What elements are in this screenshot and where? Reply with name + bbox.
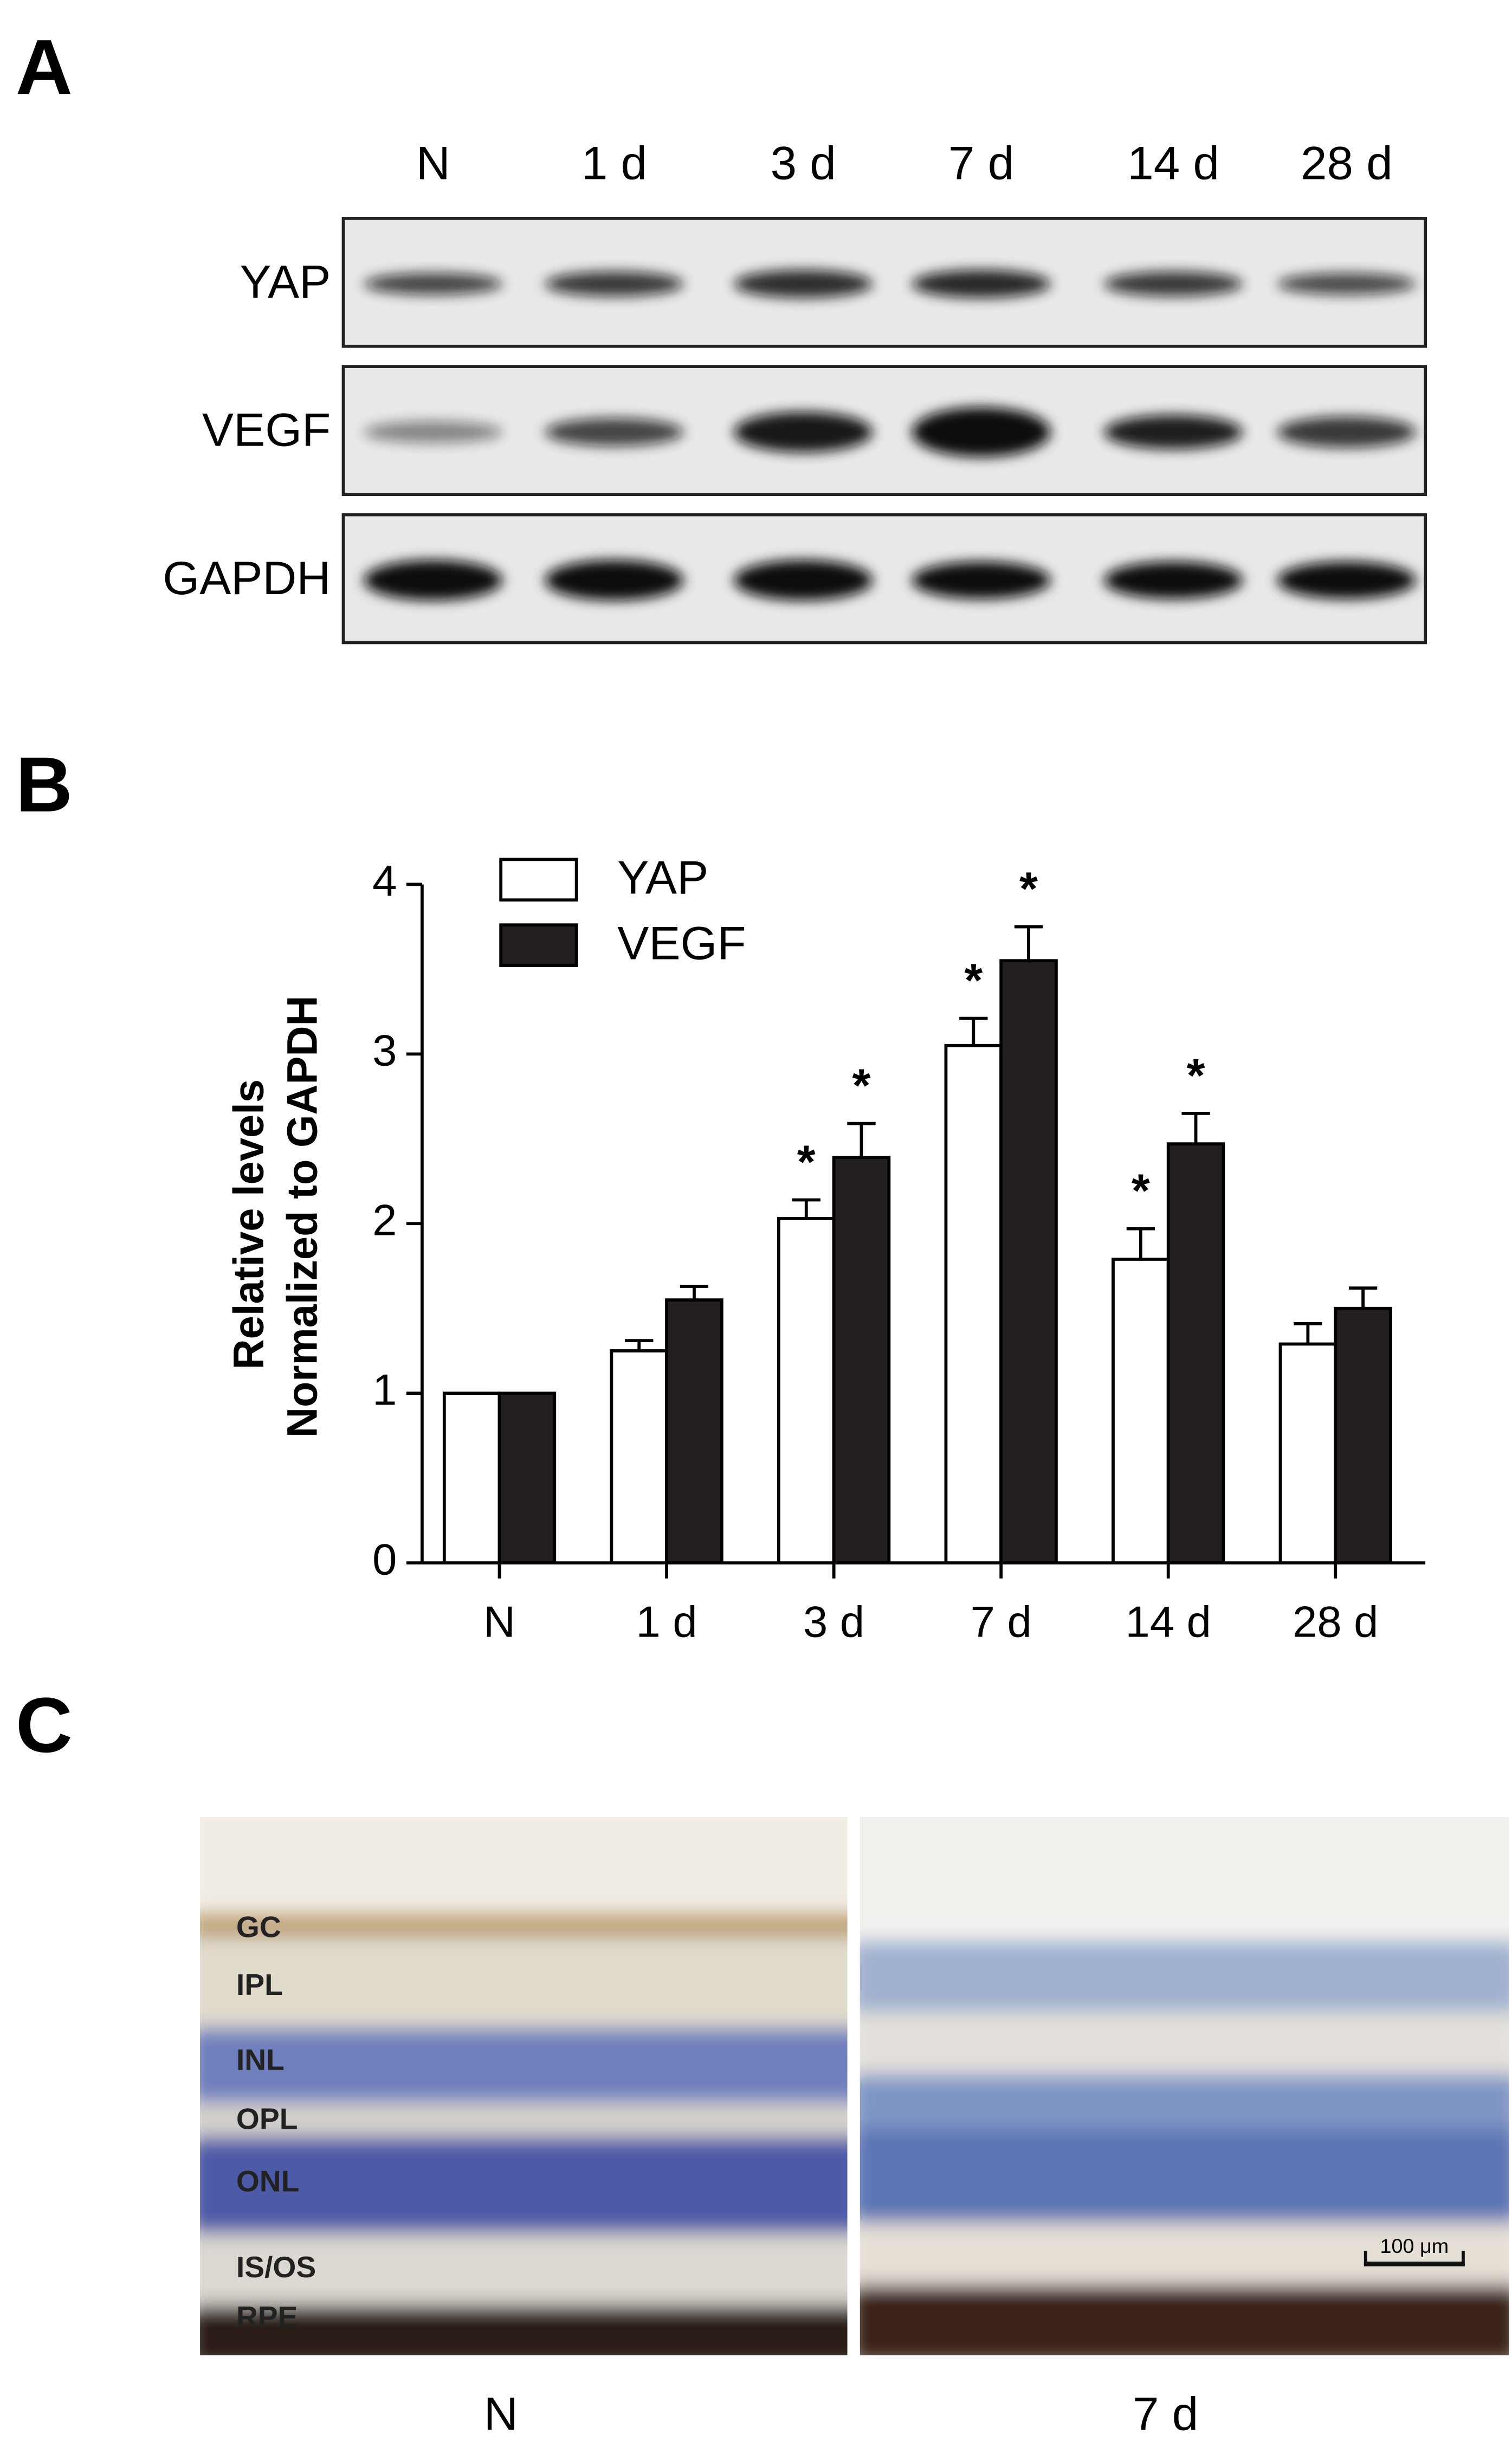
blot-band (364, 559, 503, 601)
layer-label: OPL (236, 2102, 298, 2136)
panel-label: C (16, 1681, 73, 1768)
legend-swatch (499, 923, 578, 967)
bar (1166, 1142, 1225, 1564)
layer-label: ONL (236, 2165, 300, 2198)
lane-label: 28 d (1301, 137, 1393, 190)
blot-band (545, 418, 684, 446)
blot-frame (341, 216, 1427, 348)
blot-frame (341, 365, 1427, 496)
layer-label: IPL (236, 1968, 283, 2001)
blot-band (1104, 415, 1243, 449)
y-tick-label: 4 (372, 857, 397, 906)
x-tick-label: 3 d (803, 1598, 864, 1647)
significance-mark: * (852, 1060, 871, 1112)
significance-mark: * (1019, 863, 1038, 916)
blot-band (912, 561, 1051, 599)
x-tick-label: 1 d (636, 1598, 697, 1647)
blot-band (734, 411, 873, 453)
blot-band (734, 269, 873, 298)
layer-label: GC (236, 1910, 281, 1944)
row-label: GAPDH (163, 552, 331, 604)
bar (665, 1298, 723, 1564)
legend-label: YAP (617, 852, 708, 904)
image-caption: 7 d (1133, 2388, 1198, 2440)
legend-swatch (499, 858, 578, 902)
bar (610, 1349, 668, 1564)
panel-label: B (16, 740, 73, 828)
y-tick-label: 3 (372, 1027, 397, 1075)
blot-band (1277, 273, 1416, 295)
blot-band (545, 559, 684, 601)
lane-label: 7 d (948, 137, 1014, 190)
lane-label: 3 d (771, 137, 836, 190)
blot-band (1277, 416, 1416, 448)
blot-frame (341, 513, 1427, 645)
blot-band (364, 273, 503, 295)
y-tick-label: 2 (372, 1196, 397, 1245)
lane-label: N (416, 137, 450, 190)
histology-image (200, 1817, 848, 2355)
row-label: YAP (240, 256, 331, 308)
blot-band (912, 407, 1051, 458)
significance-mark: * (797, 1136, 816, 1188)
row-label: VEGF (202, 404, 331, 456)
lane-label: 1 d (581, 137, 647, 190)
blot-band (1104, 271, 1243, 297)
significance-mark: * (1132, 1165, 1150, 1218)
bar (1334, 1306, 1392, 1564)
bar (1278, 1342, 1337, 1564)
x-tick-label: N (483, 1598, 515, 1647)
blot-band (545, 271, 684, 297)
bar (442, 1392, 501, 1564)
significance-mark: * (964, 955, 983, 1007)
bar (999, 959, 1058, 1564)
image-caption: N (484, 2388, 518, 2440)
y-tick-label: 0 (372, 1536, 397, 1585)
scale-bar (1462, 2250, 1465, 2266)
blot-band (912, 269, 1051, 298)
y-tick-label: 1 (372, 1366, 397, 1415)
bar (944, 1044, 1003, 1564)
bar (497, 1392, 557, 1564)
y-axis-label: Normalized to GAPDH (278, 995, 326, 1438)
x-tick-label: 28 d (1293, 1598, 1378, 1647)
scale-bar (1364, 2262, 1465, 2266)
blot-band (1104, 561, 1243, 599)
lane-label: 14 d (1127, 137, 1219, 190)
bar (832, 1156, 891, 1564)
blot-band (1277, 561, 1416, 599)
layer-label: IS/OS (236, 2250, 316, 2284)
layer-label: INL (236, 2043, 285, 2077)
panel-label: A (16, 23, 73, 111)
bar (777, 1216, 836, 1564)
layer-label: RPE (236, 2300, 298, 2334)
blot-band (364, 421, 503, 443)
x-tick-label: 14 d (1126, 1598, 1211, 1647)
histology-image (860, 1817, 1509, 2355)
legend-label: VEGF (617, 917, 746, 970)
x-tick-label: 7 d (971, 1598, 1032, 1647)
blot-band (734, 559, 873, 601)
y-axis-label: Relative levels (224, 1079, 272, 1369)
bar (1112, 1258, 1170, 1564)
scale-bar-label: 100 μm (1380, 2234, 1449, 2257)
scale-bar (1364, 2250, 1367, 2266)
significance-mark: * (1187, 1049, 1205, 1102)
